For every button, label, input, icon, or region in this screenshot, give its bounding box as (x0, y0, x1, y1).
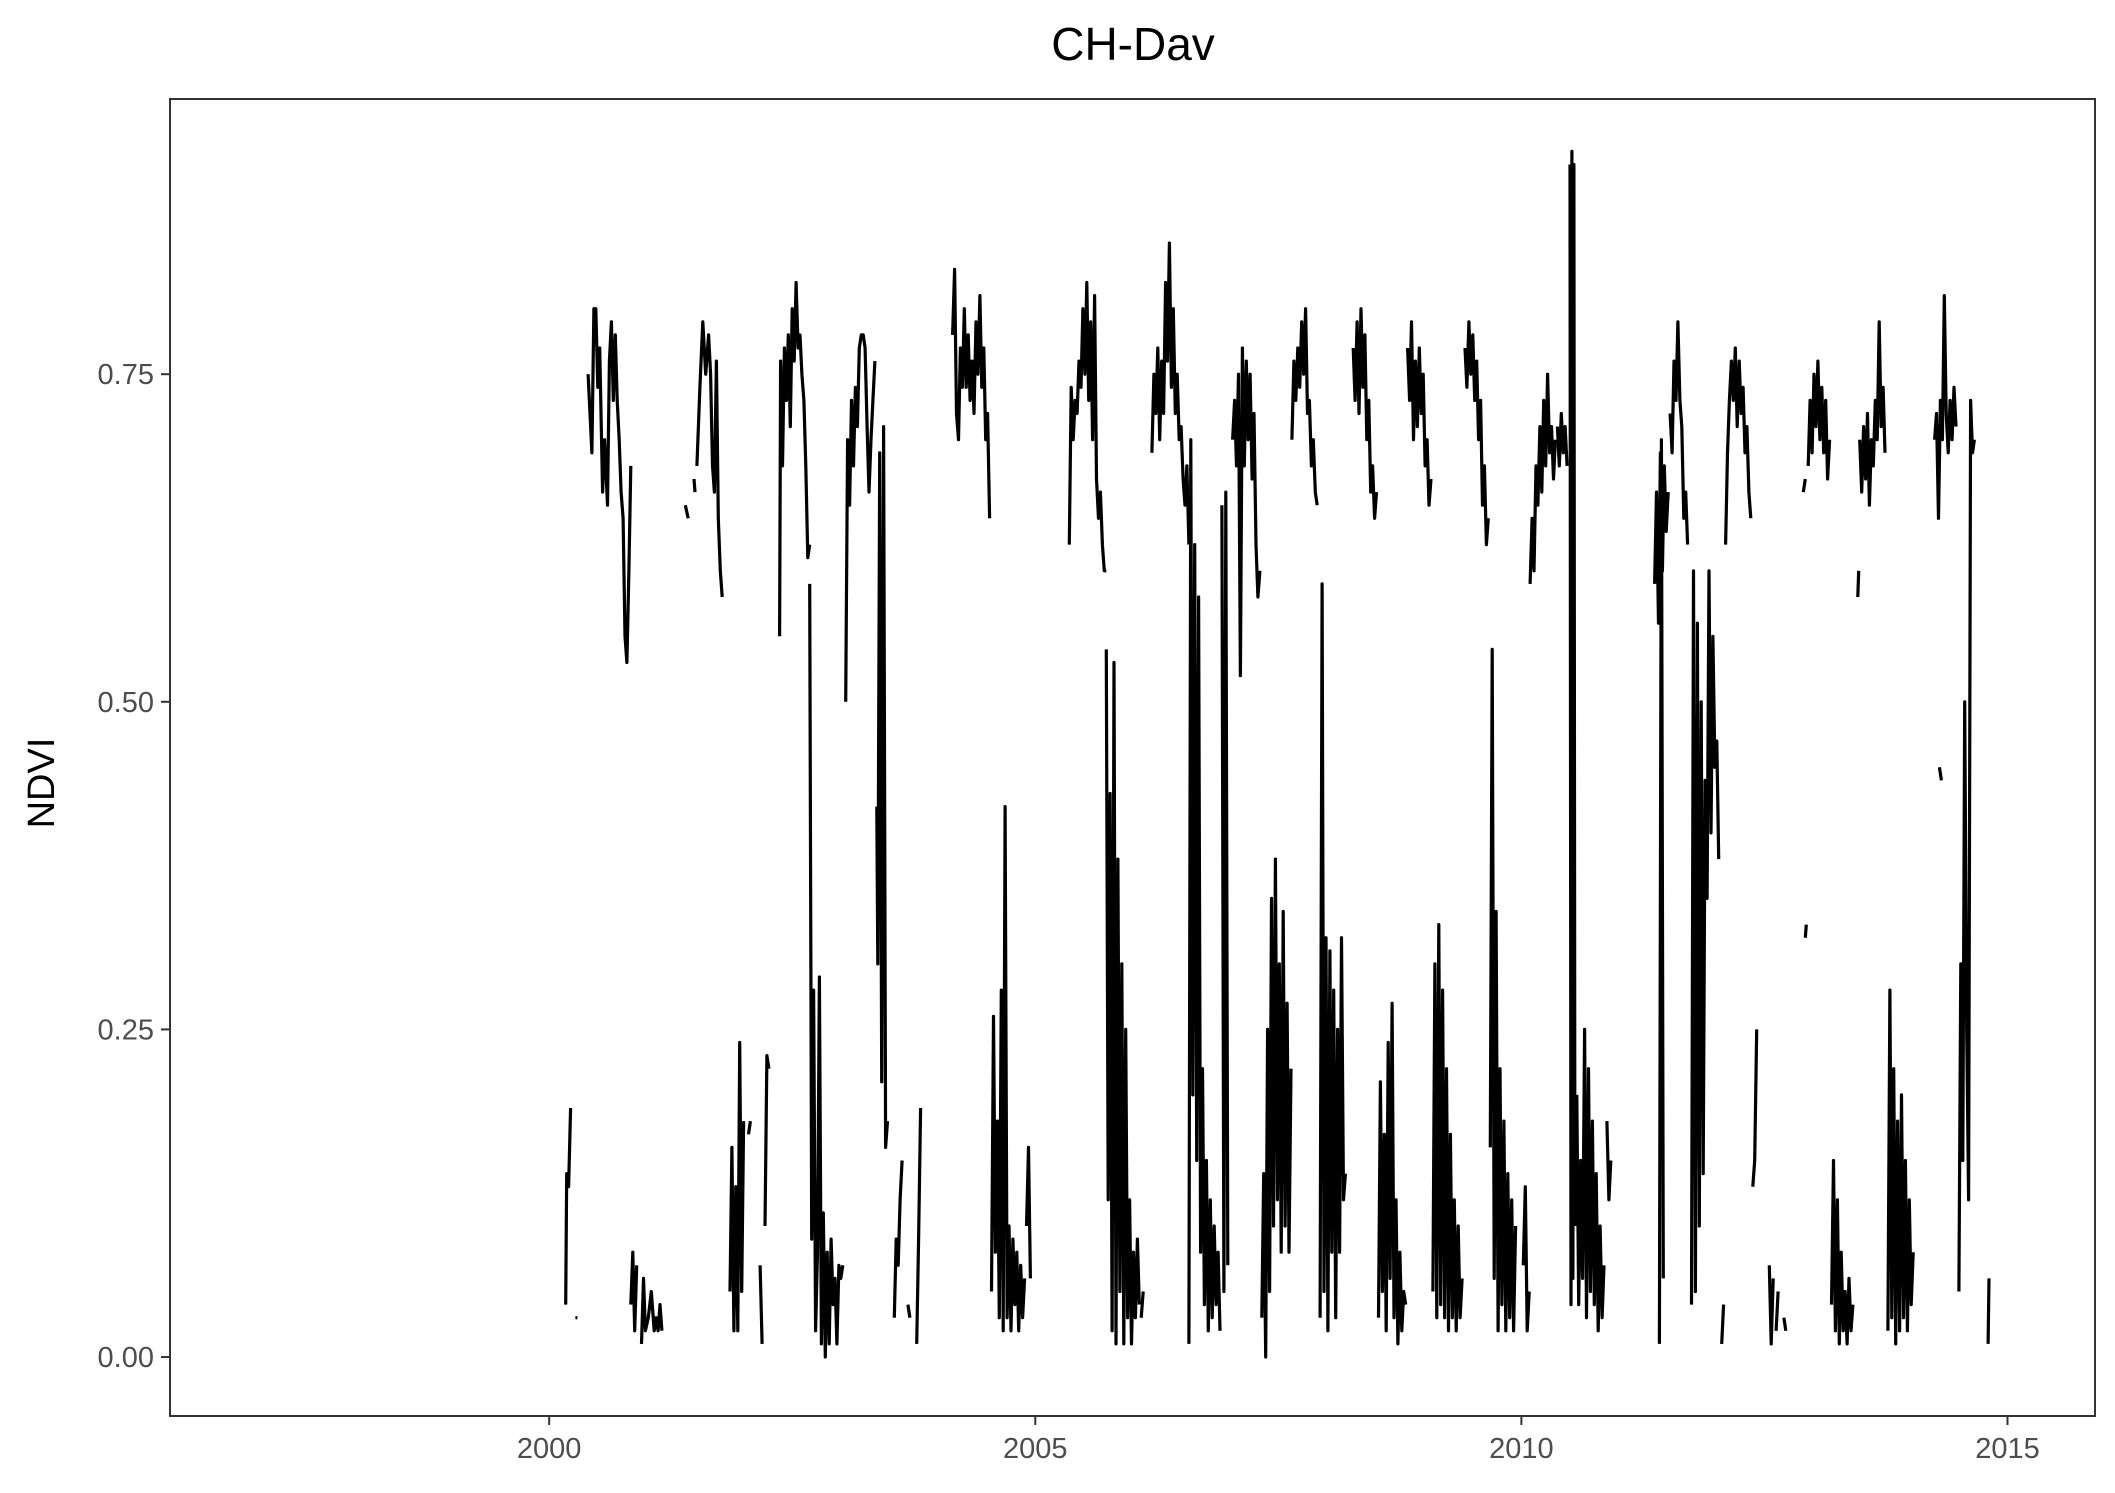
series-line-segment (1653, 451, 1670, 625)
series-line-segment (728, 1040, 746, 1333)
y-tick-label: 0.75 (98, 359, 154, 391)
series-line-segment (586, 307, 633, 665)
series-line-segment (875, 425, 890, 1150)
series-line-segment (1605, 1121, 1613, 1202)
y-tick-label: 0.50 (98, 687, 154, 719)
series-line-segment (1463, 320, 1490, 547)
x-tick-label: 2015 (1975, 1433, 2040, 1465)
series-line-segment (1488, 647, 1518, 1333)
series-line-segment (1886, 988, 1915, 1346)
series-line-segment (1024, 1145, 1032, 1279)
series-line-segment (1803, 924, 1808, 938)
series-line-segment (1150, 241, 1191, 545)
series-line-segment (1376, 1001, 1408, 1346)
series-line-segment (1260, 857, 1293, 1359)
series-line-segment (1575, 1027, 1606, 1333)
series-line-segment (777, 280, 812, 637)
series-line-segment (1829, 1158, 1855, 1346)
series-line-segment (1555, 411, 1569, 468)
axis-ticks: 2000 2005 2010 2015 0.00 0.25 0.50 0.75 (98, 359, 2040, 1465)
series-line-segment (1806, 359, 1832, 481)
series-line-segment (758, 1265, 764, 1344)
series-line-segment (1937, 767, 1943, 781)
series-line-segment (629, 1250, 639, 1333)
series-line-segment (906, 1304, 912, 1318)
x-tick-label: 2000 (517, 1433, 582, 1465)
series-line-segment (1856, 570, 1861, 598)
series-line-segment (915, 1107, 923, 1344)
series-line-segment (1774, 1291, 1780, 1331)
series-line-segment (746, 1120, 752, 1135)
plot-panel (169, 98, 2096, 1417)
series-line-segment (1933, 294, 1958, 520)
series-line-segment (564, 1107, 573, 1305)
series-line-segment (1528, 372, 1557, 584)
y-axis-label: NDVI (21, 738, 63, 829)
series-line-segment (1406, 320, 1433, 507)
series-line-segment (1767, 1265, 1775, 1346)
series-line-segment (892, 1160, 904, 1318)
series-line-segment (692, 478, 697, 493)
series-line-segment (808, 583, 845, 1359)
series-line-segment (1689, 569, 1721, 1305)
series-line-segment (1957, 398, 1976, 1292)
series-line-segment (1657, 438, 1665, 1344)
series-line-segment (1139, 1291, 1145, 1318)
y-tick-label: 0.00 (98, 1342, 154, 1374)
series-line-segment (1782, 1317, 1788, 1332)
series-line-segment (1351, 307, 1379, 520)
series-line-segment (1986, 1278, 1991, 1344)
chart-title: CH-Dav (1051, 18, 1215, 70)
series-line-segment (1067, 280, 1107, 573)
series-line-segment (1290, 307, 1319, 506)
series-line-segment (683, 504, 690, 519)
series-line-segment (1318, 582, 1347, 1333)
series-line-segment (1724, 346, 1753, 545)
series-line-segment (695, 320, 724, 598)
series-line-segment (844, 333, 877, 702)
data-series (564, 149, 1991, 1359)
series-line-segment (1720, 1304, 1726, 1344)
series-line-segment (1231, 346, 1262, 678)
x-tick-label: 2005 (1003, 1433, 1068, 1465)
series-line-segment (1801, 478, 1807, 493)
series-line-segment (989, 804, 1027, 1333)
series-line-segment (763, 1053, 771, 1227)
x-tick-label: 2010 (1489, 1433, 1554, 1465)
series-line-segment (1568, 149, 1577, 1307)
series-line-segment (951, 267, 992, 519)
series-line-segment (1521, 1185, 1531, 1333)
series-line-segment (1104, 649, 1141, 1346)
y-tick-label: 0.25 (98, 1014, 154, 1046)
series-line-segment (1187, 438, 1222, 1344)
series-line-segment (1431, 922, 1464, 1333)
series-line-segment (1858, 320, 1887, 507)
series-line-segment (1668, 320, 1690, 545)
series-line-segment (639, 1276, 664, 1344)
series-line-segment (1220, 490, 1230, 1294)
series-line-segment (1751, 1029, 1759, 1187)
